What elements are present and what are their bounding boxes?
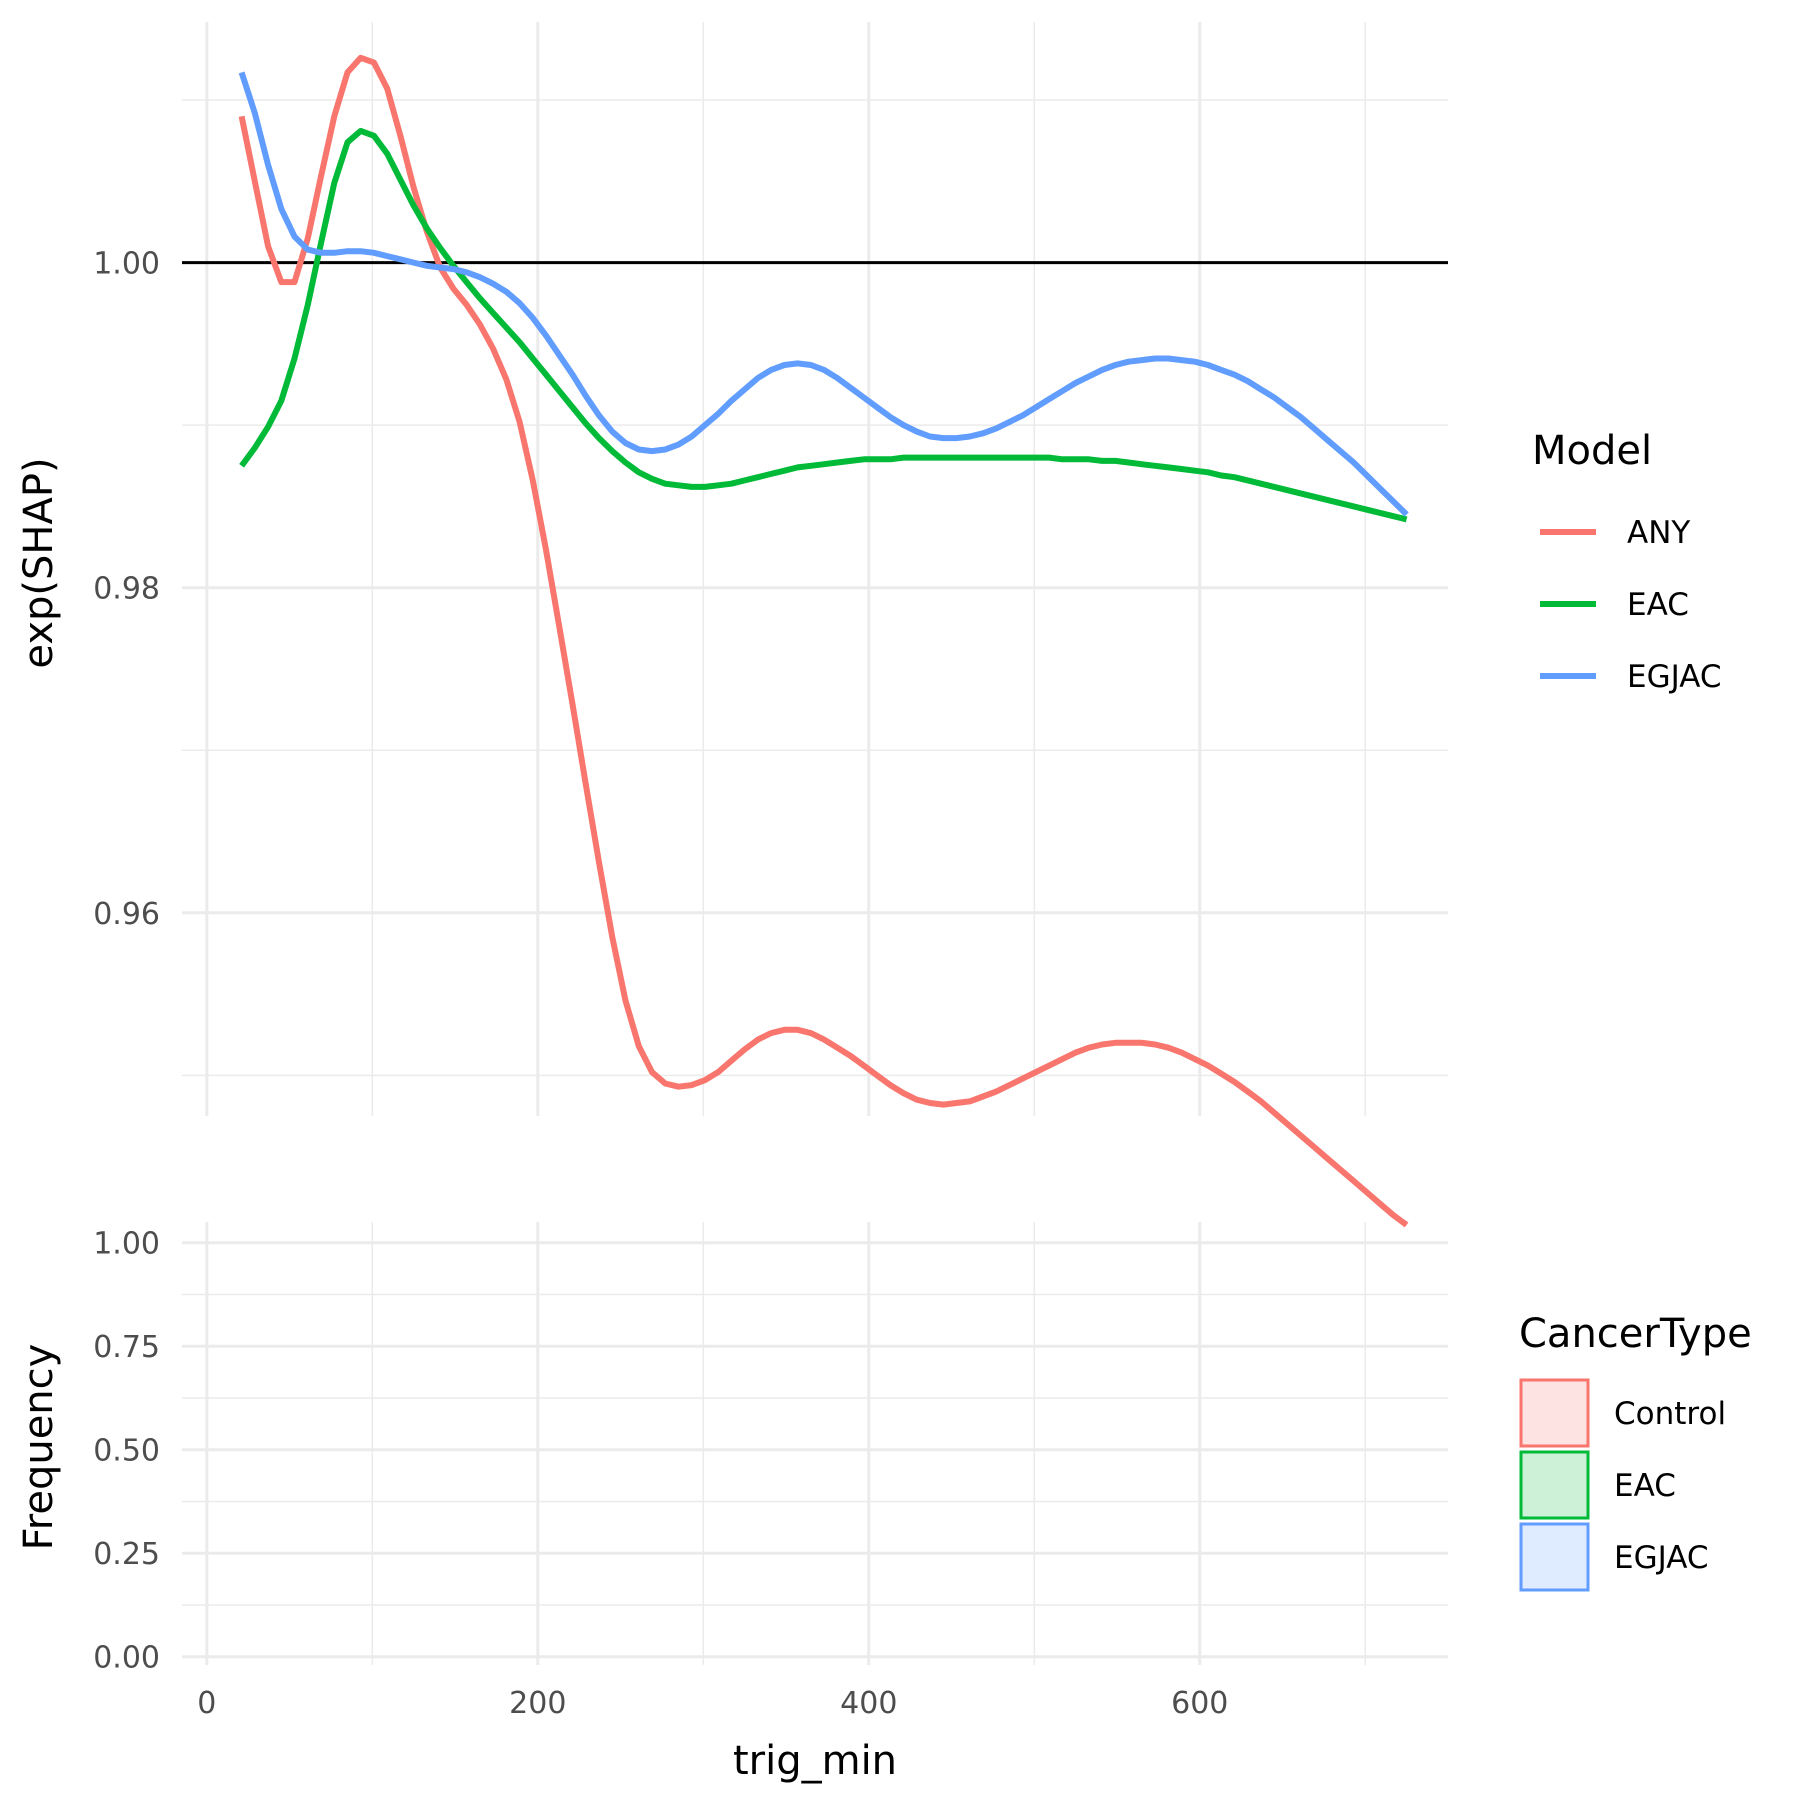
series-line-egjac [238,71,1409,517]
model-legend: Model ANY EAC EGJAC [1532,428,1722,695]
legend-key-eac [1519,1450,1590,1520]
x-axis-title: trig_min [733,1738,897,1784]
x-tick-label: 400 [840,1686,897,1721]
y-tick-label: 0.96 [93,897,160,932]
y-tick-label: 0.00 [93,1641,160,1676]
shap-y-tick-labels: 0.96 0.98 1.00 [93,247,160,932]
y-tick-label: 0.75 [93,1330,160,1365]
frequency-x-tick-labels: 0 200 400 600 [197,1686,1228,1721]
frequency-grid [182,1222,1448,1665]
series-line-any [238,54,1409,1228]
y-tick-label: 0.50 [93,1434,160,1469]
legend-label-egjac: EGJAC [1614,1540,1709,1576]
legend-label-eac: EAC [1627,587,1689,623]
frequency-y-tick-labels: 0.00 0.25 0.50 0.75 1.00 [93,1227,160,1676]
y-tick-label: 0.25 [93,1537,160,1572]
shap-grid [182,22,1448,1116]
cancer-type-legend: CancerType Control EAC EGJAC [1519,1311,1752,1592]
legend-label-any: ANY [1627,515,1690,551]
shap-panel: 0.96 0.98 1.00 exp(SHAP) [16,22,1448,1228]
series-line-eac [239,127,1408,523]
shap-y-axis-title: exp(SHAP) [16,457,62,668]
frequency-y-axis-title: Frequency [16,1344,62,1551]
x-tick-label: 0 [197,1686,216,1721]
y-tick-label: 0.98 [93,572,160,607]
x-tick-label: 600 [1171,1686,1228,1721]
legend-label-control: Control [1614,1396,1726,1432]
model-legend-title: Model [1532,428,1652,474]
shap-series-lines [182,54,1448,1228]
y-tick-label: 1.00 [93,247,160,282]
frequency-panel: 0.00 0.25 0.50 0.75 1.00 0 200 400 600 Frequenc… [16,1222,1448,1784]
x-tick-label: 200 [509,1686,566,1721]
legend-key-egjac [1519,1522,1590,1592]
legend-label-egjac: EGJAC [1627,659,1722,695]
legend-label-eac: EAC [1614,1468,1676,1504]
legend-key-control [1519,1378,1590,1448]
y-tick-label: 1.00 [93,1227,160,1262]
cancer-type-legend-title: CancerType [1519,1311,1752,1357]
